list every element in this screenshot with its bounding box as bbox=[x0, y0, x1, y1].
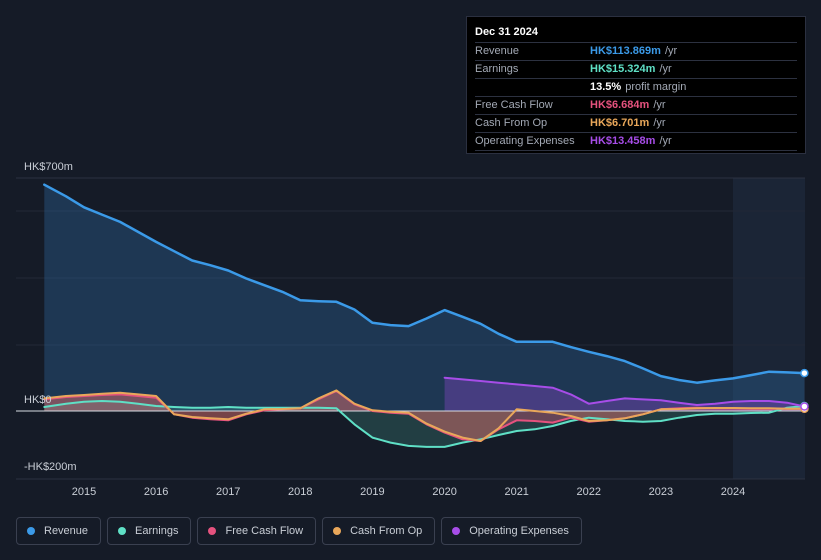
tooltip: Dec 31 2024 Revenue HK$113.869m /yr Earn… bbox=[466, 16, 806, 154]
legend: Revenue Earnings Free Cash Flow Cash Fro… bbox=[16, 517, 582, 547]
x-tick-label: 2024 bbox=[721, 486, 745, 498]
legend-label: Free Cash Flow bbox=[225, 525, 304, 537]
x-tick-label: 2020 bbox=[432, 486, 456, 498]
revenue-dot-icon bbox=[27, 527, 35, 535]
operating-expenses-line bbox=[443, 376, 806, 408]
tooltip-label: Cash From Op bbox=[475, 117, 548, 129]
cash-from-op-dot-icon bbox=[333, 527, 342, 535]
tooltip-label: Operating Expenses bbox=[475, 135, 575, 147]
legend-label: Revenue bbox=[44, 525, 89, 537]
revenue-endpoint bbox=[800, 368, 809, 378]
tooltip-value: HK$13.458m bbox=[590, 135, 656, 147]
tooltip-unit: /yr bbox=[659, 63, 672, 75]
tooltip-unit: profit margin bbox=[625, 81, 687, 93]
revenue-area bbox=[44, 184, 805, 411]
earnings-dot-icon bbox=[118, 527, 127, 535]
tooltip-row-opex: Operating Expenses HK$13.458m /yr bbox=[475, 133, 797, 151]
forecast-highlight bbox=[733, 178, 805, 479]
tooltip-row-revenue: Revenue HK$113.869m /yr bbox=[475, 43, 797, 61]
x-tick-label: 2016 bbox=[144, 486, 168, 498]
legend-item-operating-expenses[interactable]: Operating Expenses bbox=[441, 517, 582, 545]
legend-item-free-cash-flow[interactable]: Free Cash Flow bbox=[197, 517, 317, 545]
tooltip-unit: /yr bbox=[664, 45, 678, 57]
tooltip-label bbox=[475, 79, 590, 96]
tooltip-row-earnings: Earnings HK$15.324m /yr bbox=[475, 61, 797, 79]
y-label-bottom: -HK$200m bbox=[24, 461, 77, 473]
tooltip-value: HK$15.324m bbox=[590, 63, 656, 75]
tooltip-row-cfo: Cash From Op HK$6.701m /yr bbox=[475, 115, 797, 133]
cash-from-op-line bbox=[43, 389, 806, 442]
tooltip-value: HK$113.869m bbox=[590, 45, 661, 57]
free-cash-flow-dot-icon bbox=[208, 527, 217, 535]
tooltip-row-fcf: Free Cash Flow HK$6.684m /yr bbox=[475, 97, 797, 115]
cash-from-op-area bbox=[44, 390, 805, 441]
tooltip-value: HK$6.701m bbox=[590, 117, 650, 129]
legend-label: Cash From Op bbox=[350, 525, 423, 537]
y-label-zero: HK$0 bbox=[24, 394, 52, 406]
tooltip-date: Dec 31 2024 bbox=[475, 24, 797, 43]
tooltip-row-margin: 13.5% profit margin bbox=[475, 79, 797, 97]
x-tick-label: 2018 bbox=[288, 486, 312, 498]
tooltip-unit: /yr bbox=[653, 117, 666, 129]
tooltip-unit: /yr bbox=[653, 99, 666, 111]
free-cash-flow-area bbox=[44, 391, 805, 441]
x-tick-label: 2019 bbox=[360, 486, 384, 498]
x-tick-label: 2021 bbox=[504, 486, 528, 498]
tooltip-value: HK$6.684m bbox=[590, 99, 650, 111]
x-tick-label: 2023 bbox=[649, 486, 673, 498]
operating-expenses-endpoint bbox=[800, 402, 809, 411]
legend-label: Operating Expenses bbox=[469, 525, 569, 537]
y-label-top: HK$700m bbox=[24, 161, 73, 173]
tooltip-unit: /yr bbox=[659, 135, 672, 147]
tooltip-value: 13.5% bbox=[590, 81, 622, 93]
tooltip-label: Free Cash Flow bbox=[475, 99, 553, 111]
legend-item-revenue[interactable]: Revenue bbox=[16, 517, 102, 545]
x-tick-label: 2022 bbox=[577, 486, 601, 498]
tooltip-label: Earnings bbox=[475, 63, 519, 75]
legend-label: Earnings bbox=[135, 525, 179, 537]
tooltip-label: Revenue bbox=[475, 45, 520, 57]
earnings-line bbox=[43, 400, 806, 448]
legend-item-cash-from-op[interactable]: Cash From Op bbox=[322, 517, 436, 545]
legend-item-earnings[interactable]: Earnings bbox=[107, 517, 192, 545]
x-tick-label: 2015 bbox=[72, 486, 96, 498]
operating-expenses-dot-icon bbox=[452, 527, 461, 535]
revenue-line bbox=[43, 183, 806, 384]
x-tick-label: 2017 bbox=[216, 486, 240, 498]
